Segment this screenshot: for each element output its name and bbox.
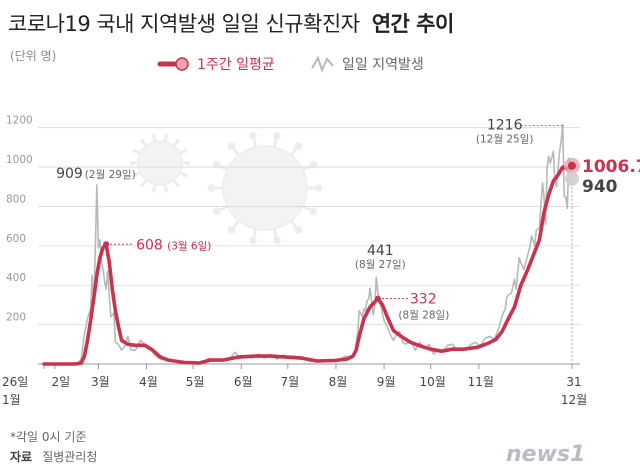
legend: 1주간 일평균 일일 지역발생 [157, 55, 424, 73]
virus-large-icon-spike-tip [227, 142, 236, 150]
series-daily-line [44, 123, 573, 365]
virus-large-icon-spike-tip [207, 184, 216, 192]
virus-small-icon-spike-tip [164, 133, 169, 138]
grid [38, 127, 580, 365]
annotation-608-value: 608 [136, 237, 163, 253]
x-tick-label: 26일 [2, 375, 28, 389]
x-axis: 26일 1월 2일 3월 4월 5월 6월 7월 8월 9월 10월 11월 31 12월 [2, 364, 587, 407]
virus-large-icon-spike-tip [294, 142, 303, 150]
footer-note: *각일 0시 기준 [10, 430, 86, 444]
annotation-1216-value: 1216 [487, 118, 523, 134]
virus-small-icon-spike-tip [175, 183, 180, 187]
annotation-608-marker [103, 241, 110, 248]
x-tick-label: 10월 [420, 375, 446, 389]
x-tick-sublabel: 1월 [2, 393, 21, 407]
y-tick-label: 1200 [6, 115, 33, 127]
legend-daily-label: 일일 지역발생 [342, 57, 424, 73]
annotation-441-date: (8월 27일) [355, 258, 406, 271]
x-tick-label: 6월 [234, 375, 253, 389]
footer-source: 자료 질병관리청 [10, 446, 97, 465]
legend-daily-swatch [311, 55, 334, 73]
x-tick-label: 5월 [186, 375, 205, 389]
virus-small-icon-spike-tip [164, 188, 169, 193]
brand-logo: news1 [506, 442, 585, 467]
virus-large-icon-spike-tip [273, 236, 281, 245]
chart-title-main: 코로나19 국내 지역발생 일일 신규확진자 [8, 12, 360, 36]
virus-small-icon-spike-tip [175, 139, 180, 143]
virus-small-icon-spike-tip [183, 148, 188, 153]
annotation-909-value: 909 [56, 166, 83, 182]
virus-large-icon-spike-tip [294, 226, 303, 234]
y-tick-label: 400 [6, 272, 26, 284]
virus-small-icon-spike-tip [140, 183, 145, 187]
y-tick-label: 800 [6, 193, 26, 205]
chart-title: 코로나19 국내 지역발생 일일 신규확진자 연간 추이 [8, 12, 454, 36]
annotation-332-value: 332 [410, 292, 437, 308]
virus-large-icon-spike-tip [212, 160, 221, 169]
footer-source-prefix: 자료 [10, 449, 32, 464]
virus-small-icon-spike-tip [186, 161, 191, 165]
legend-avg-marker [175, 57, 189, 71]
virus-large-icon-spike-tip [273, 131, 281, 140]
x-tick-label: 9월 [377, 375, 396, 389]
annotation-end-avg-value: 1006.7 [582, 157, 640, 177]
virus-small-icon-spike-tip [151, 133, 156, 138]
virus-large-icon-spike-tip [227, 226, 236, 234]
y-tick-label: 1000 [6, 154, 33, 166]
virus-small-icon-spike-tip [151, 188, 156, 193]
virus-small-icon [129, 133, 191, 193]
virus-small-icon-body [137, 140, 183, 186]
annotation-end-daily-value: 940 [582, 177, 618, 197]
virus-large-icon-spike-tip [212, 207, 221, 216]
annotation-909-date: (2월 29일) [85, 168, 136, 181]
virus-large-icon-body [222, 145, 308, 231]
virus-decoration [129, 131, 323, 245]
annotations: 909 (2월 29일) 608 (3월 6일) 441(8월 27일) 332(8월 2… [56, 118, 640, 364]
virus-small-icon-spike-tip [183, 173, 188, 178]
virus-small-icon-spike-tip [132, 148, 137, 153]
virus-large-icon-spike-tip [309, 160, 318, 169]
y-tick-label: 200 [6, 312, 26, 324]
x-tick-label: 8월 [329, 375, 348, 389]
x-tick-label: 2일 [52, 375, 71, 389]
virus-small-icon-spike-tip [132, 173, 137, 178]
virus-large-icon-spike-tip [249, 236, 257, 245]
virus-small-icon-spike-tip [140, 139, 145, 143]
y-axis: 200 400 600 800 1000 1200 [6, 115, 33, 324]
annotation-441-value: 441 [367, 243, 394, 259]
virus-large-icon-spike-tip [249, 131, 257, 140]
annotation-332-date: (8월 28일) [398, 309, 449, 322]
x-tick-label: 11월 [468, 375, 494, 389]
virus-large-icon-spike-tip [309, 207, 318, 216]
annotation-608-date: (3월 6일) [167, 239, 211, 252]
annotation-332-marker [374, 295, 381, 302]
y-tick-label: 600 [6, 233, 26, 245]
virus-large-icon-spike-tip [314, 184, 323, 192]
legend-avg-label: 1주간 일평균 [197, 57, 275, 73]
x-tick-label: 4월 [139, 375, 158, 389]
annotation-end-daily-marker [565, 171, 579, 186]
footer-source-name: 질병관리청 [42, 450, 97, 464]
x-tick-label: 31 [566, 375, 581, 389]
annotation-1216-date: (12월 25일) [476, 133, 534, 146]
virus-large-icon [207, 131, 323, 245]
chart-title-bold: 연간 추이 [372, 12, 454, 36]
annotation-end-avg-marker [568, 161, 576, 170]
series-avg-line [42, 164, 574, 366]
x-tick-label: 3월 [91, 375, 110, 389]
x-tick-label: 7월 [280, 375, 299, 389]
unit-label: (단위 명) [10, 49, 56, 63]
x-tick-sublabel: 12월 [561, 393, 587, 407]
series-layer [42, 123, 574, 366]
virus-small-icon-spike-tip [129, 161, 134, 165]
